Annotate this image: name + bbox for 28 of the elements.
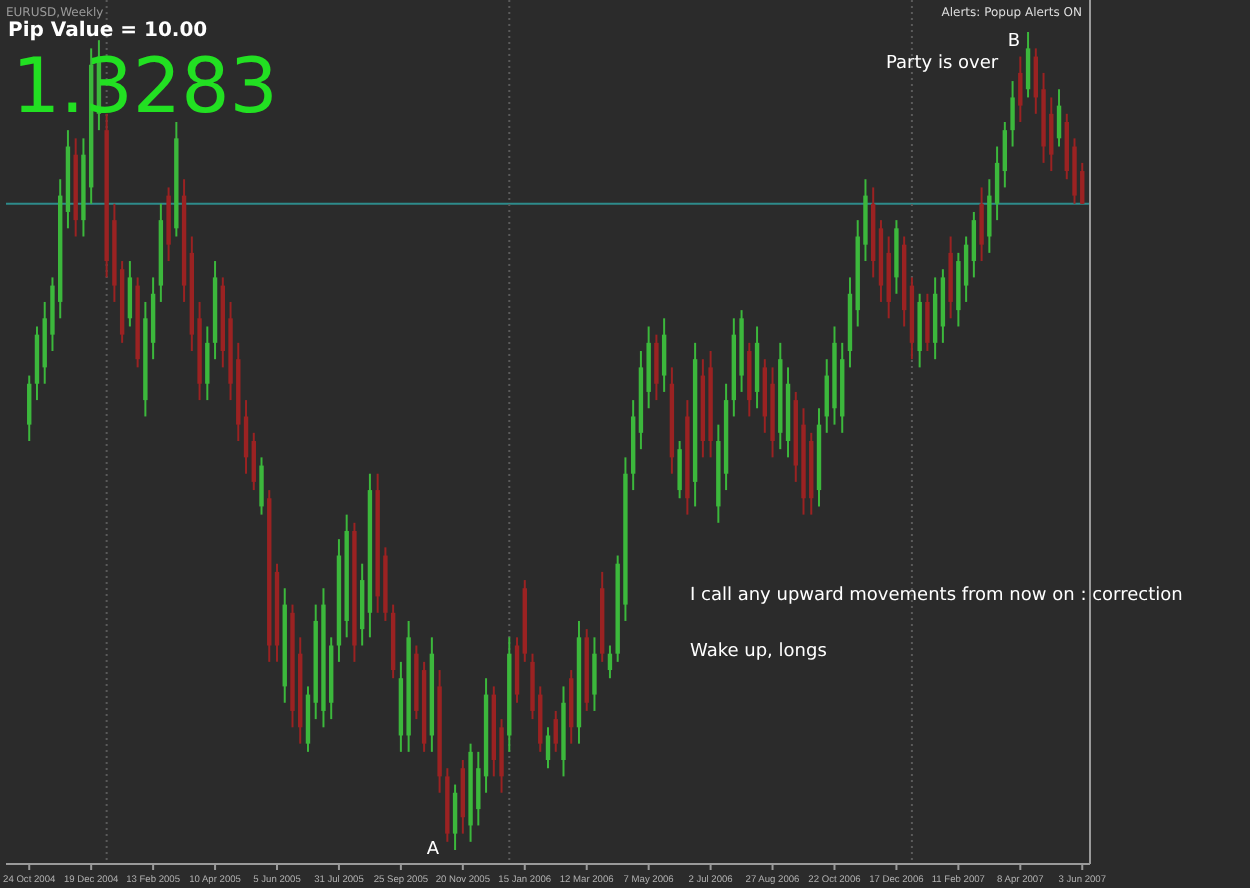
candlestick xyxy=(1002,120,1008,189)
annotation: Party is over xyxy=(886,54,999,74)
candlestick xyxy=(654,333,659,402)
candlestick xyxy=(545,726,551,770)
candlestick xyxy=(452,783,458,851)
candlestick xyxy=(661,317,667,393)
candlestick xyxy=(243,399,249,475)
candlestick xyxy=(127,260,133,328)
candlestick xyxy=(1010,80,1015,148)
candlestick xyxy=(592,636,597,712)
candlestick xyxy=(251,431,256,492)
candlestick xyxy=(1018,55,1023,123)
annotation: Wake up, longs xyxy=(690,642,828,662)
candlestick xyxy=(1049,96,1054,173)
candlestick xyxy=(677,440,682,500)
candlestick xyxy=(259,456,264,516)
candlestick xyxy=(553,709,558,753)
annotation: Pip Value = 10.00 xyxy=(8,20,208,42)
candlestick xyxy=(925,292,930,353)
annotation: A xyxy=(426,840,441,860)
candlestick xyxy=(27,374,32,442)
candlestick xyxy=(963,235,969,303)
candlestick xyxy=(1025,31,1031,99)
annotation: I call any upward movements from now on : correction xyxy=(690,586,1183,606)
candlestick xyxy=(971,210,977,279)
annotation: B xyxy=(1007,32,1021,52)
candlestick xyxy=(205,325,210,402)
candlestick xyxy=(979,186,984,263)
